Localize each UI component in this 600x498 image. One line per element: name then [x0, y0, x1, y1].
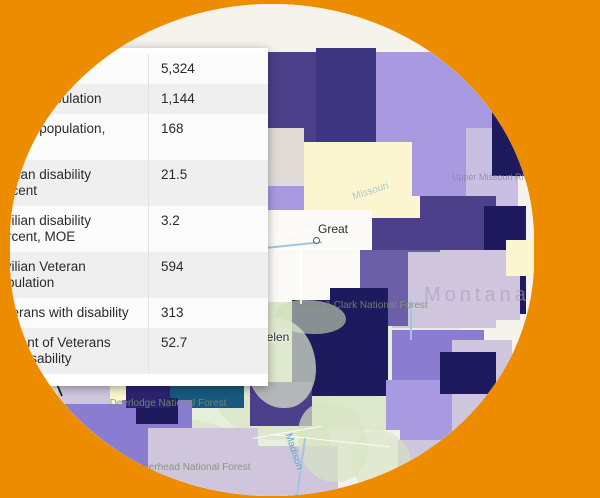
river-line [410, 300, 412, 340]
monument-label-upper-missouri: Upper Missouri River Breaks National Mon… [452, 172, 534, 182]
feature-attribute-popup[interactable]: 5,324 Civilian population 1,144 Civilian… [10, 48, 268, 386]
attribute-label: Civilian population, MOE [10, 114, 149, 160]
attribute-label: Percent of Veterans with disability [10, 328, 149, 374]
forest-label-beaverhead: Beaverhead National Forest [126, 462, 251, 473]
state-label: Montana [424, 284, 530, 306]
table-row[interactable]: Civilian Veteran population 594 [10, 252, 268, 298]
attribute-label: Civilian Veteran population [10, 252, 149, 298]
table-row[interactable]: Percent of Veterans with disability 52.7 [10, 328, 268, 374]
city-dot-great-falls [313, 237, 320, 244]
forest-label-deerlodge: Deerlodge National Forest [108, 398, 228, 409]
table-row[interactable]: Civilian population 1,144 [10, 84, 268, 114]
county-polygon[interactable] [440, 352, 496, 394]
county-polygon[interactable] [262, 210, 372, 302]
county-polygon[interactable] [376, 52, 504, 142]
road-line [300, 250, 302, 304]
table-row[interactable]: 5,324 [10, 54, 268, 84]
attribute-value: 3.2 [148, 206, 268, 252]
attribute-label: Civilian disability percent [10, 160, 149, 206]
attribute-value: 313 [148, 298, 268, 328]
attribute-value: 52.7 [148, 328, 268, 374]
city-label-great-falls: Great [318, 222, 349, 236]
table-row[interactable]: Civilian population, MOE 168 [10, 114, 268, 160]
forest-label-text: Lewis & Clark National Forest [296, 300, 428, 311]
attribute-value: 168 [148, 114, 268, 160]
attribute-label: Civilian population [10, 84, 149, 114]
attribute-table-body: 5,324 Civilian population 1,144 Civilian… [10, 54, 268, 374]
attribute-value: 5,324 [148, 54, 268, 84]
attribute-label: Civilian disability percent, MOE [10, 206, 149, 252]
attribute-value: 21.5 [148, 160, 268, 206]
monument-label-text: Upper Missouri River Breaks National Mon… [452, 172, 534, 182]
forest-label-text: Deerlodge National Forest [109, 398, 227, 409]
county-polygon[interactable] [392, 252, 496, 328]
road-line [264, 248, 368, 249]
attribute-table: 5,324 Civilian population 1,144 Civilian… [10, 54, 268, 374]
county-polygon[interactable] [492, 56, 534, 176]
map-squircle-frame: Montana Great Missoula Helen Lewis & Cla… [10, 4, 534, 496]
attribute-value: 594 [148, 252, 268, 298]
forest-label-text: Beaverhead National Forest [126, 462, 251, 473]
table-row[interactable]: Veterans with disability 313 [10, 298, 268, 328]
county-polygon[interactable] [506, 240, 534, 276]
forest-shade [352, 430, 412, 496]
table-row[interactable]: Civilian disability percent, MOE 3.2 [10, 206, 268, 252]
county-polygon[interactable] [468, 420, 522, 496]
county-polygon[interactable] [420, 196, 496, 238]
attribute-label: Veterans with disability [10, 298, 149, 328]
forest-label-lewis-clark: Lewis & Clark National Forest [296, 300, 428, 311]
table-row[interactable]: Civilian disability percent 21.5 [10, 160, 268, 206]
attribute-value: 1,144 [148, 84, 268, 114]
attribute-label [10, 54, 149, 84]
